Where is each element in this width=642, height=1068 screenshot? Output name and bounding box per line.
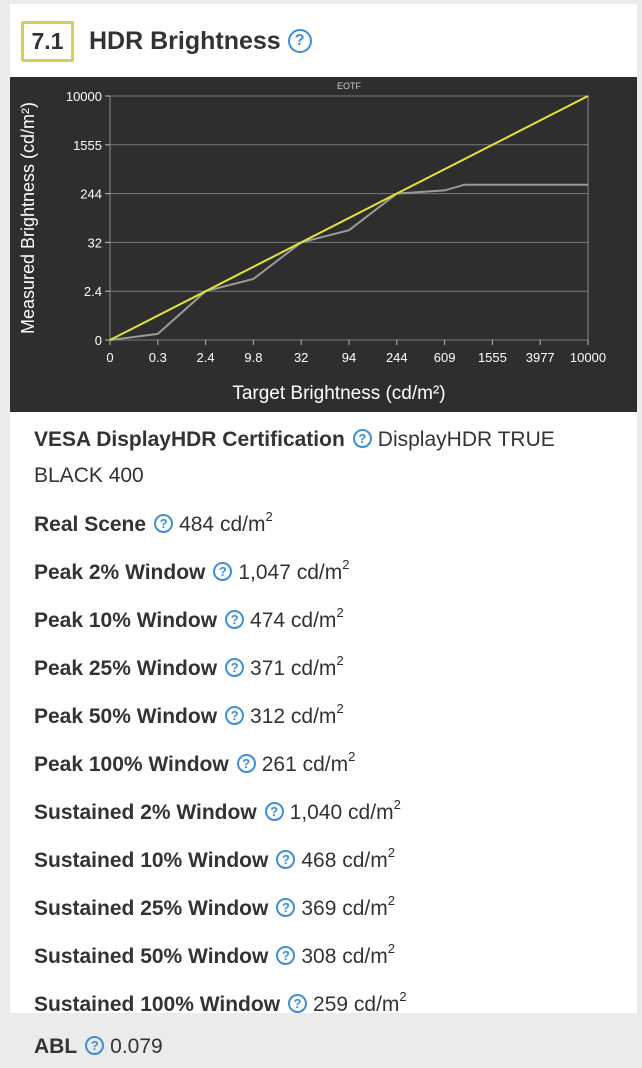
x-tick-label: 10000 [570,350,606,365]
measurement-value: 308 cd/m [301,945,388,968]
measurement-label: Sustained 50% Window [34,945,269,968]
question-circle-icon[interactable]: ? [287,29,312,53]
unit-superscript: 2 [393,797,401,812]
question-circle-icon[interactable]: ? [225,705,245,725]
measurement-label: Sustained 25% Window [34,897,269,920]
unit-superscript: 2 [336,605,344,620]
x-tick-label: 9.8 [244,350,262,365]
measurement-value: 259 cd/m [313,993,400,1016]
unit-superscript: 2 [336,701,344,716]
measurement-value: 1,047 cd/m [238,561,343,584]
measurement-label: Peak 50% Window [34,705,218,728]
x-tick-label: 94 [342,350,356,365]
question-circle-icon[interactable]: ? [225,609,245,629]
question-circle-icon[interactable]: ? [264,801,284,821]
measurement-row: Sustained 50% Window? 308 cd/m2 [34,930,629,978]
question-circle-icon[interactable]: ? [352,428,372,448]
unit-superscript: 2 [265,509,273,524]
y-tick-label: 10000 [66,89,102,104]
unit-superscript: 2 [336,653,344,668]
measurement-value: 0.079 [110,1035,163,1058]
measurement-row: Sustained 2% Window? 1,040 cd/m2 [34,786,629,834]
measurement-row: Peak 25% Window? 371 cd/m2 [34,642,629,690]
y-tick-label: 1555 [73,138,102,153]
chart-title: EOTF [337,81,362,91]
question-circle-icon[interactable]: ? [276,897,296,917]
series-line [109,183,588,341]
measurement-value: 371 cd/m [250,657,337,680]
question-circle-icon[interactable]: ? [225,657,245,677]
measurement-value: 312 cd/m [250,705,337,728]
y-tick-label: 2.4 [84,284,102,299]
unit-superscript: 2 [387,845,395,860]
question-circle-icon[interactable]: ? [236,753,256,773]
question-circle-icon[interactable]: ? [213,561,233,581]
score-badge: 7.1 [21,20,74,62]
measurement-label: VESA DisplayHDR Certification [34,428,345,451]
question-circle-icon[interactable]: ? [276,945,296,965]
question-circle-icon[interactable]: ? [276,849,296,869]
x-tick-label: 609 [434,350,456,365]
measurement-row: Peak 10% Window? 474 cd/m2 [34,594,629,642]
eotf-chart-svg: 0 2.4 32 244 1555 10000 0 0.3 2.4 9.8 32 94 244 609 15… [18,81,606,404]
measurement-row: Sustained 25% Window? 369 cd/m2 [34,882,629,930]
x-tick-label: 1555 [478,350,507,365]
measurement-value: 369 cd/m [301,897,388,920]
measurement-row: Sustained 10% Window? 468 cd/m2 [34,834,629,882]
y-tick-label: 244 [80,187,102,202]
measurement-label: Real Scene [34,513,147,536]
measurement-row: Sustained 100% Window? 259 cd/m2 [34,978,629,1026]
measurement-row: Peak 100% Window? 261 cd/m2 [34,738,629,786]
question-circle-icon[interactable]: ? [154,513,174,533]
x-tick-label: 244 [386,350,408,365]
x-tick-label: 32 [294,350,308,365]
series-line [109,95,589,341]
unit-superscript: 2 [342,557,350,572]
eotf-chart: 0 2.4 32 244 1555 10000 0 0.3 2.4 9.8 32 94 244 609 15… [10,77,637,412]
measurement-value: 261 cd/m [261,753,349,776]
unit-superscript: 2 [348,749,356,764]
y-tick-label: 32 [88,235,102,250]
section-title: HDR Brightness [89,26,281,55]
unit-superscript: 2 [387,893,395,908]
y-tick-label: 0 [95,333,102,348]
measurement-value: 484 cd/m [179,513,266,536]
x-tick-label: 3977 [526,350,555,365]
unit-superscript: 2 [387,941,395,956]
measurement-row: VESA DisplayHDR Certification? DisplayHDR… [34,422,629,494]
measurement-label: Sustained 10% Window [34,849,269,872]
question-circle-icon[interactable]: ? [85,1035,105,1055]
measurement-value: 1,040 cd/m [289,801,394,824]
measurement-value: 468 cd/m [301,849,388,872]
measurement-label: Peak 2% Window [34,561,206,584]
measurement-row: Peak 2% Window? 1,047 cd/m2 [34,546,629,594]
unit-superscript: 2 [399,989,407,1004]
measurement-label: ABL [34,1035,78,1058]
section-header: 7.1 HDR Brightness ? [21,19,312,63]
measurement-row: Peak 50% Window? 312 cd/m2 [34,690,629,738]
measurement-value: DisplayHDR TRUE BLACK 400 [34,428,555,487]
y-axis-label: Measured Brightness (cd/m²) [18,102,38,334]
question-circle-icon[interactable]: ? [288,993,308,1013]
x-tick-label: 0 [106,350,113,365]
measurement-label: Sustained 100% Window [34,993,281,1016]
hdr-brightness-card: 7.1 HDR Brightness ? 0 2.4 32 244 1555 10000 0… [10,4,637,1058]
measurement-row: ABL? 0.079 [34,1026,629,1068]
measurement-label: Peak 10% Window [34,609,218,632]
x-tick-label: 2.4 [197,350,215,365]
x-tick-label: 0.3 [149,350,167,365]
measurement-row: Real Scene? 484 cd/m2 [34,498,629,546]
measurement-label: Peak 25% Window [34,657,218,680]
measurements-list: VESA DisplayHDR Certification? DisplayHDR… [34,422,629,1068]
x-axis-label: Target Brightness (cd/m²) [232,383,445,404]
measurement-label: Sustained 2% Window [34,801,257,824]
measurement-label: Peak 100% Window [34,753,229,776]
measurement-value: 474 cd/m [250,609,337,632]
